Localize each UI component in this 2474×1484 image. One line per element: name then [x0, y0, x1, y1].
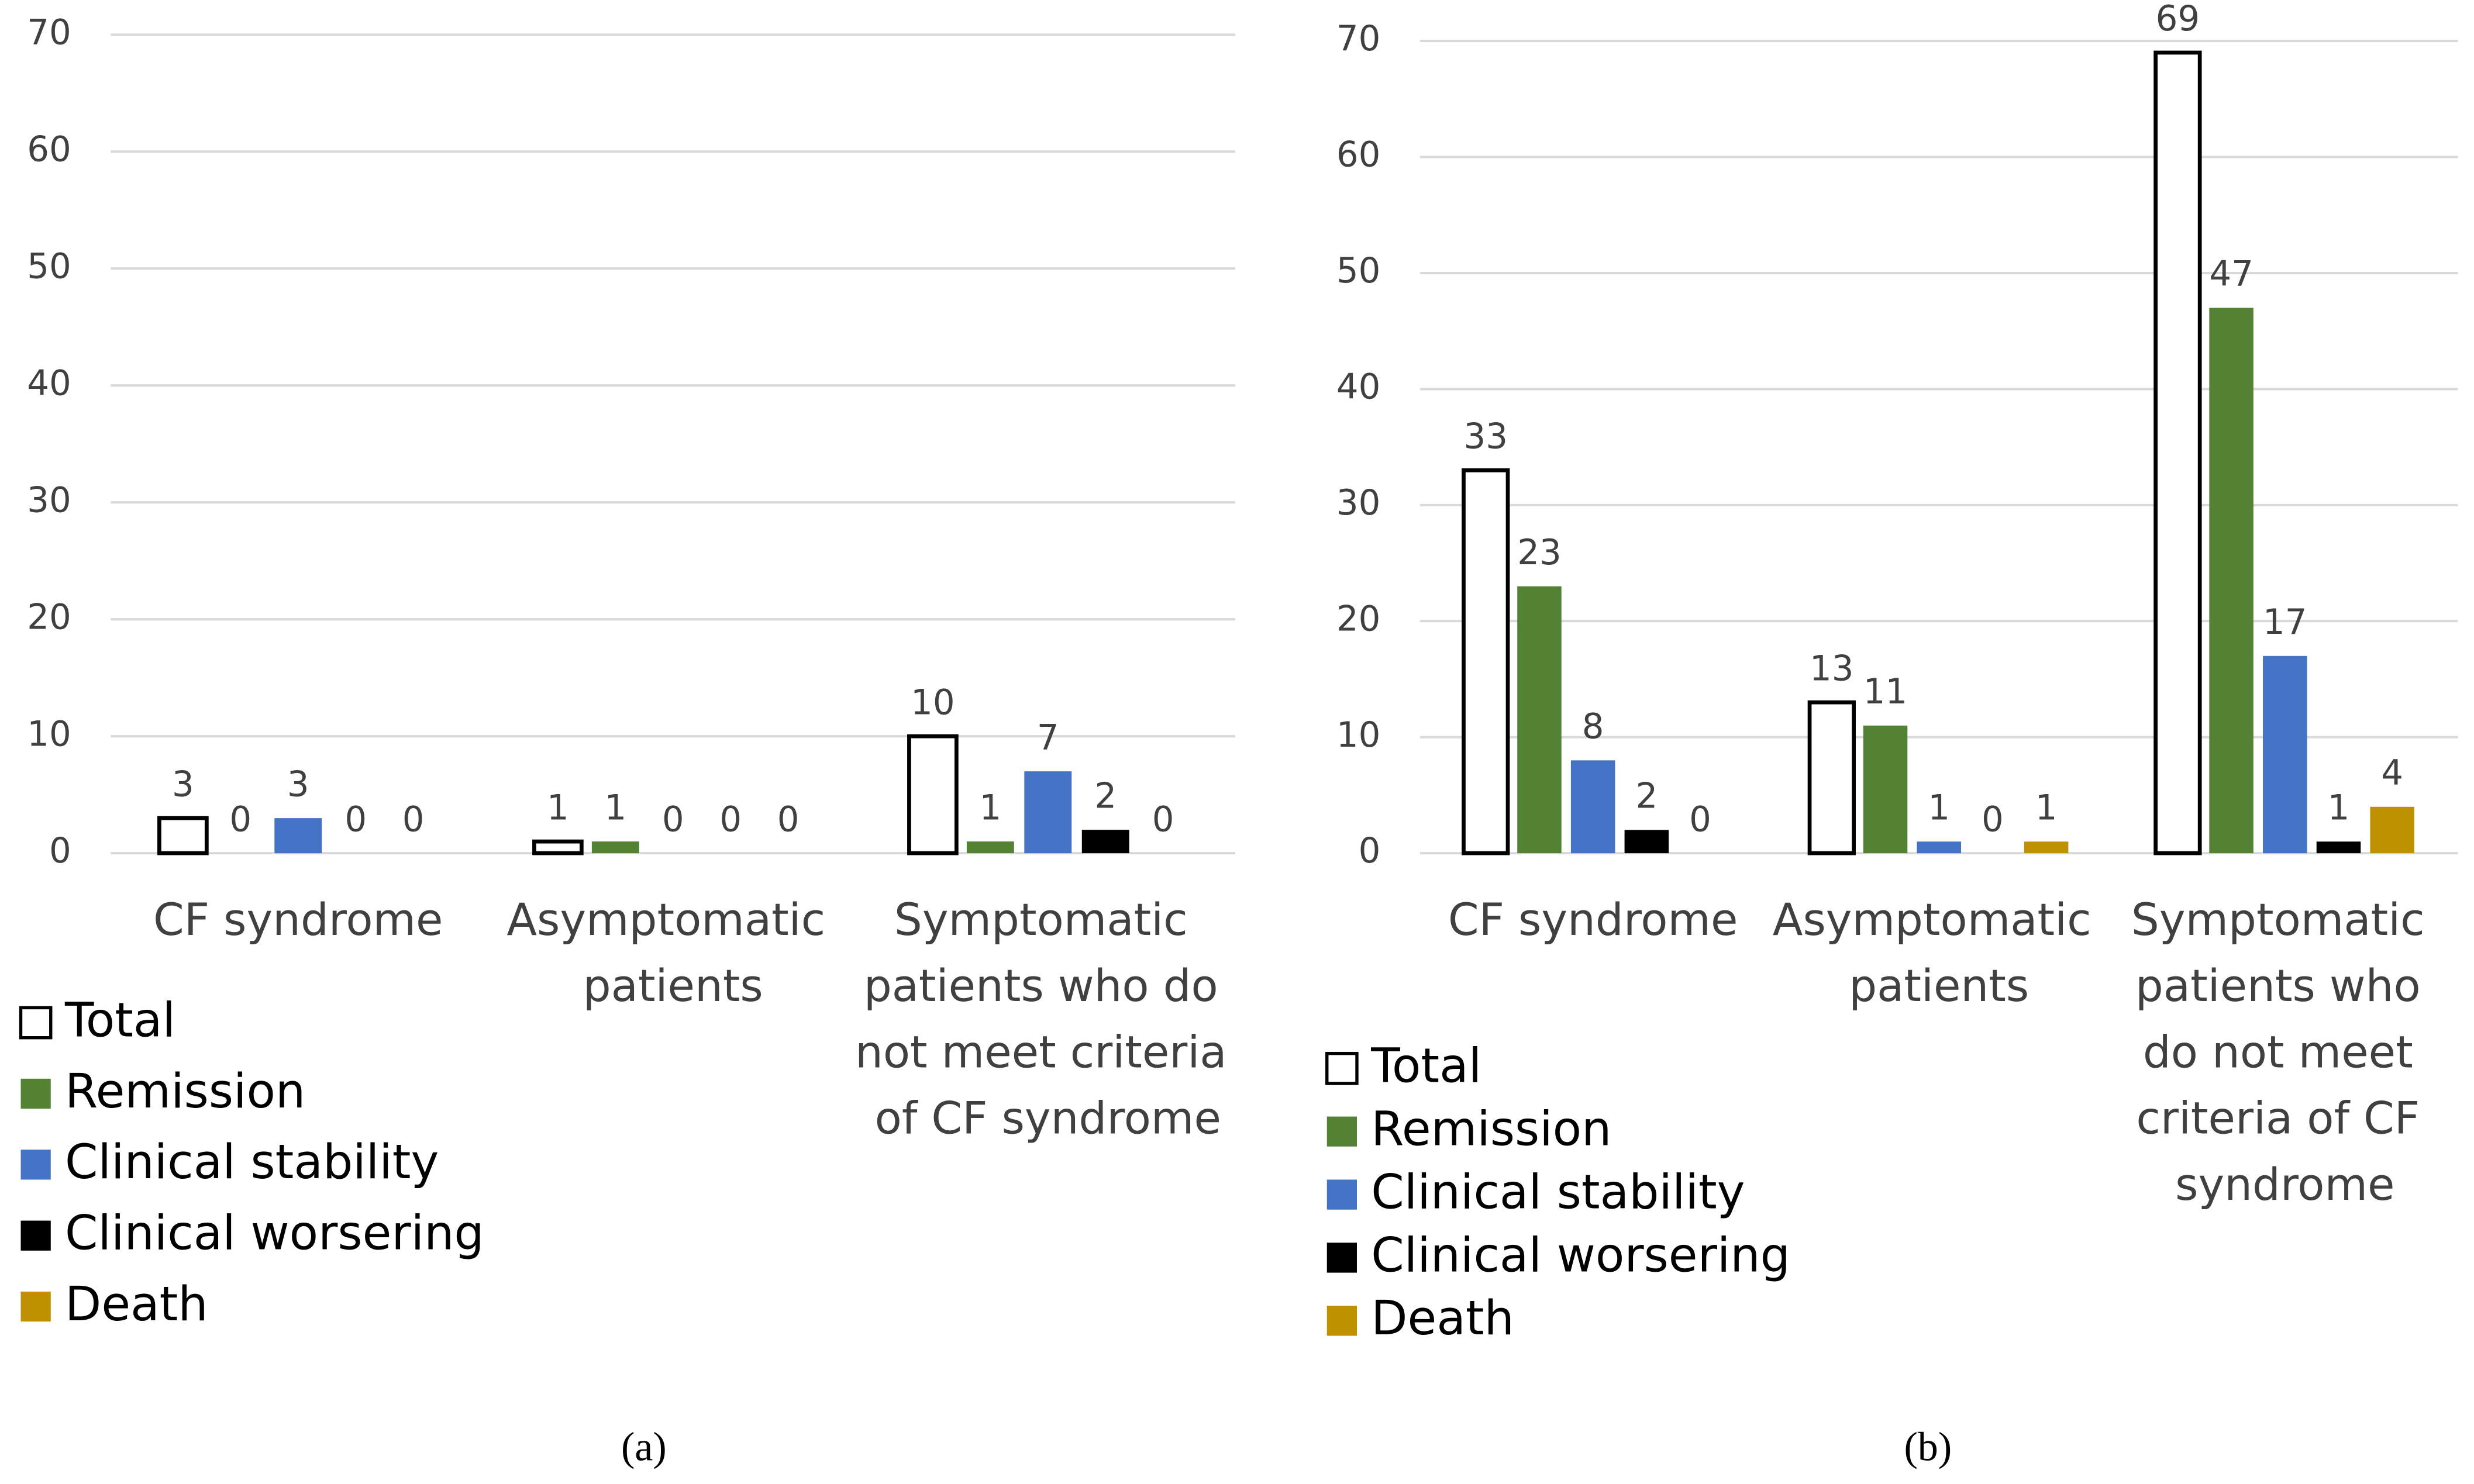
- y-tick-label: 0: [49, 830, 71, 871]
- y-tick-label: 40: [1336, 367, 1381, 407]
- legend-swatch: [1325, 1051, 1359, 1085]
- x-tick-label: Asymptomatic patients: [1773, 893, 2106, 1011]
- y-tick-label: 0: [1359, 830, 1381, 871]
- y-tick-label: 20: [27, 596, 71, 637]
- value-label: 1: [2035, 787, 2058, 827]
- bar: [532, 839, 584, 855]
- y-tick-label: 10: [27, 713, 71, 754]
- value-label: 0: [402, 799, 425, 839]
- caption: (a): [621, 1424, 667, 1469]
- value-label: 0: [662, 799, 684, 839]
- legend-label: Death: [1371, 1291, 1514, 1346]
- legend-swatch: [1326, 1243, 1357, 1273]
- value-label: 8: [1582, 706, 1604, 747]
- bar: [2024, 841, 2069, 854]
- bar: [157, 816, 209, 855]
- y-tick-label: 30: [1336, 482, 1381, 523]
- bar: [1570, 760, 1615, 854]
- y-tick-label: 60: [27, 129, 71, 169]
- y-tick-label: 30: [27, 479, 71, 520]
- value-label: 10: [911, 682, 955, 722]
- value-label: 0: [229, 799, 251, 839]
- bar: [966, 841, 1014, 854]
- value-label: 1: [547, 787, 569, 827]
- legend-label: Total: [1370, 1039, 1481, 1094]
- value-label: 4: [2381, 753, 2403, 793]
- legend-swatch: [20, 1220, 51, 1251]
- bar: [1863, 725, 1908, 854]
- legend-swatch: [20, 1291, 51, 1322]
- legend-label: Clinical stability: [65, 1135, 439, 1190]
- legend-swatch: [20, 1078, 51, 1109]
- value-label: 33: [1463, 416, 1508, 456]
- y-tick-label: 50: [1336, 250, 1381, 291]
- y-tick-label: 40: [27, 363, 71, 403]
- legend-swatch: [1326, 1116, 1357, 1147]
- value-label: 0: [1689, 799, 1711, 839]
- x-tick-label: Symptomatic patients who do not meet cri…: [2131, 893, 2439, 1210]
- x-tick-label: Symptomatic patients who do not meet cri…: [855, 893, 1241, 1144]
- bar: [907, 734, 959, 855]
- bar: [591, 841, 639, 854]
- bar: [2209, 308, 2254, 854]
- bar: [1807, 700, 1856, 855]
- caption: (b): [1904, 1424, 1952, 1469]
- value-label: 17: [2263, 602, 2307, 642]
- value-label: 0: [1152, 799, 1174, 839]
- bar: [2153, 50, 2202, 855]
- x-tick-label: CF syndrome: [153, 893, 443, 945]
- legend-swatch: [1326, 1179, 1357, 1210]
- value-label: 47: [2209, 254, 2253, 294]
- value-label: 2: [1094, 775, 1117, 816]
- legend-swatch: [19, 1006, 53, 1040]
- y-tick-label: 70: [1336, 18, 1381, 58]
- bar: [1624, 830, 1669, 854]
- legend-label: Clinical worsering: [65, 1206, 484, 1261]
- legend-label: Remission: [65, 1064, 305, 1119]
- bar: [2263, 655, 2307, 854]
- legend-swatch: [1326, 1306, 1357, 1336]
- value-label: 1: [1928, 787, 1950, 827]
- value-label: 3: [287, 764, 309, 804]
- y-tick-label: 60: [1336, 134, 1381, 175]
- y-tick-label: 70: [27, 12, 71, 52]
- y-tick-label: 50: [27, 246, 71, 286]
- y-tick-label: 10: [1336, 715, 1381, 755]
- value-label: 0: [777, 799, 800, 839]
- value-label: 3: [172, 764, 194, 804]
- x-tick-label: Asymptomatic patients: [506, 893, 839, 1011]
- bar: [1462, 468, 1510, 855]
- legend-swatch: [20, 1150, 51, 1180]
- legend-label: Clinical stability: [1371, 1165, 1745, 1220]
- bar: [1081, 830, 1129, 854]
- bar: [1517, 586, 1562, 854]
- value-label: 23: [1517, 532, 1562, 572]
- bar: [2370, 806, 2414, 854]
- legend-label: Death: [65, 1277, 208, 1332]
- value-label: 2: [1635, 776, 1658, 816]
- legend-label: Total: [64, 993, 175, 1048]
- x-tick-label: CF syndrome: [1448, 893, 1738, 945]
- legend-label: Remission: [1371, 1102, 1611, 1157]
- value-label: 11: [1863, 671, 1907, 712]
- legend-label: Clinical worsering: [1371, 1228, 1790, 1283]
- bar: [1024, 771, 1072, 854]
- bar: [2316, 841, 2361, 854]
- value-label: 7: [1037, 717, 1059, 757]
- value-label: 0: [1982, 799, 2004, 839]
- bar: [1917, 841, 1961, 854]
- value-label: 0: [719, 799, 742, 839]
- y-tick-label: 20: [1336, 598, 1381, 639]
- value-label: 1: [604, 787, 626, 827]
- value-label: 1: [2328, 787, 2350, 827]
- bar: [274, 818, 322, 854]
- value-label: 13: [1810, 648, 1853, 688]
- value-label: 0: [344, 799, 367, 839]
- value-label: 69: [2156, 0, 2200, 39]
- value-label: 1: [979, 787, 1001, 827]
